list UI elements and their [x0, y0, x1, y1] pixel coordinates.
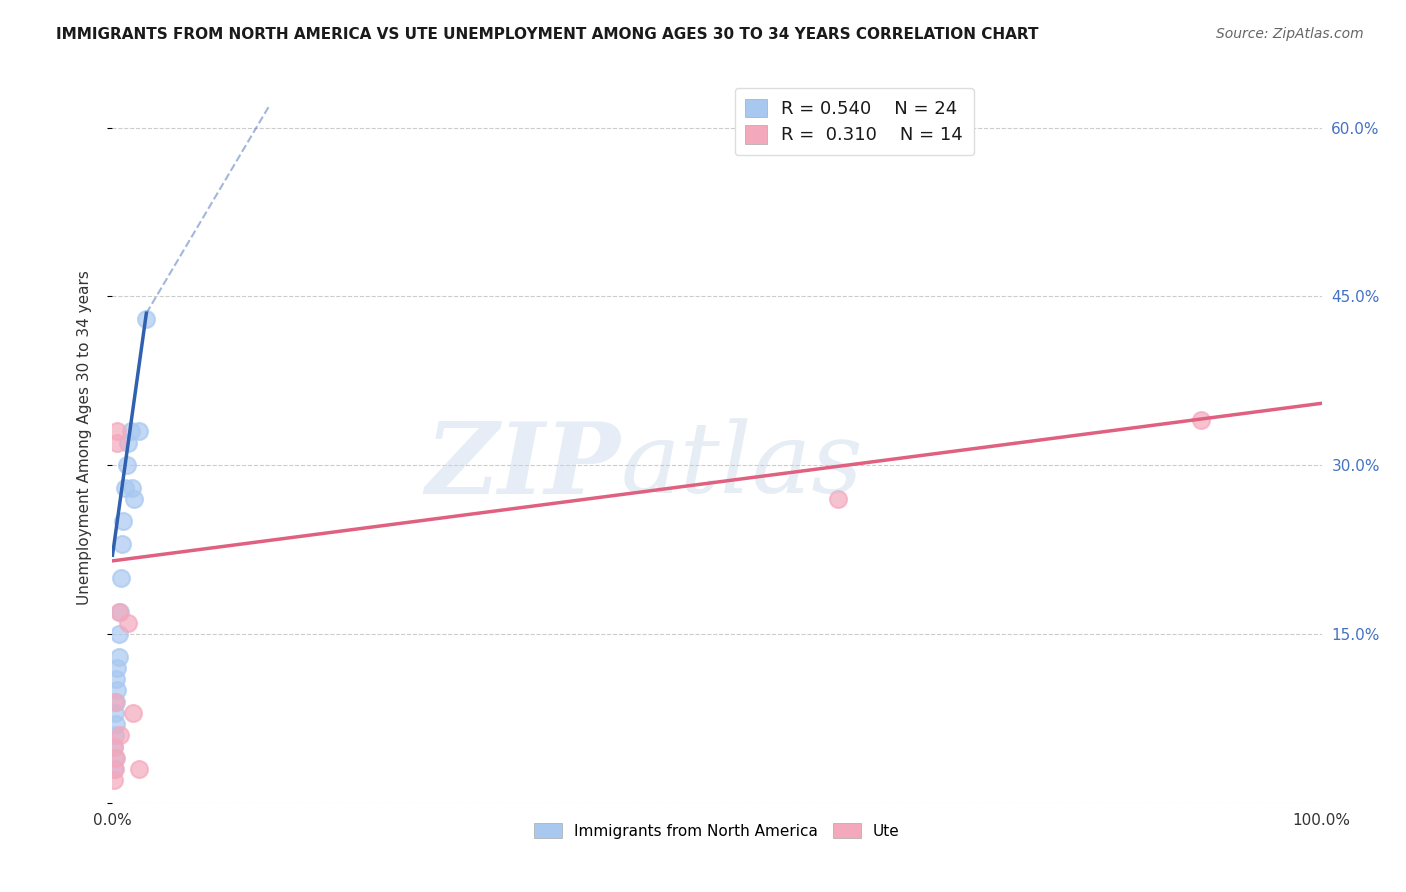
Text: atlas: atlas — [620, 418, 863, 514]
Point — [103, 773, 125, 788]
Point — [107, 627, 129, 641]
Point — [104, 762, 127, 776]
Point — [128, 762, 150, 776]
Point — [105, 435, 128, 450]
Text: ZIP: ZIP — [426, 418, 620, 515]
Text: Source: ZipAtlas.com: Source: ZipAtlas.com — [1216, 27, 1364, 41]
Point — [105, 694, 128, 708]
Point — [107, 649, 129, 664]
Point — [115, 458, 138, 473]
Point — [128, 425, 150, 439]
Point — [105, 425, 128, 439]
Text: IMMIGRANTS FROM NORTH AMERICA VS UTE UNEMPLOYMENT AMONG AGES 30 TO 34 YEARS CORR: IMMIGRANTS FROM NORTH AMERICA VS UTE UNE… — [56, 27, 1039, 42]
Point — [105, 683, 128, 698]
Point — [103, 762, 125, 776]
Point — [122, 491, 145, 506]
Point — [1189, 413, 1212, 427]
Point — [103, 739, 125, 754]
Point — [135, 312, 157, 326]
Point — [117, 615, 139, 630]
Point — [105, 661, 128, 675]
Point — [105, 751, 128, 765]
Point — [827, 491, 849, 506]
Point — [122, 706, 145, 720]
Point — [112, 515, 135, 529]
Point — [105, 717, 128, 731]
Point — [104, 706, 127, 720]
Point — [120, 425, 142, 439]
Point — [117, 435, 139, 450]
Point — [108, 728, 131, 742]
Y-axis label: Unemployment Among Ages 30 to 34 years: Unemployment Among Ages 30 to 34 years — [77, 269, 91, 605]
Point — [103, 739, 125, 754]
Point — [104, 694, 127, 708]
Point — [104, 751, 127, 765]
Point — [107, 605, 129, 619]
Legend: Immigrants from North America, Ute: Immigrants from North America, Ute — [527, 815, 907, 847]
Point — [111, 537, 134, 551]
Point — [121, 481, 143, 495]
Point — [105, 672, 128, 686]
Point — [114, 481, 136, 495]
Point — [110, 571, 132, 585]
Point — [108, 605, 131, 619]
Point — [104, 728, 127, 742]
